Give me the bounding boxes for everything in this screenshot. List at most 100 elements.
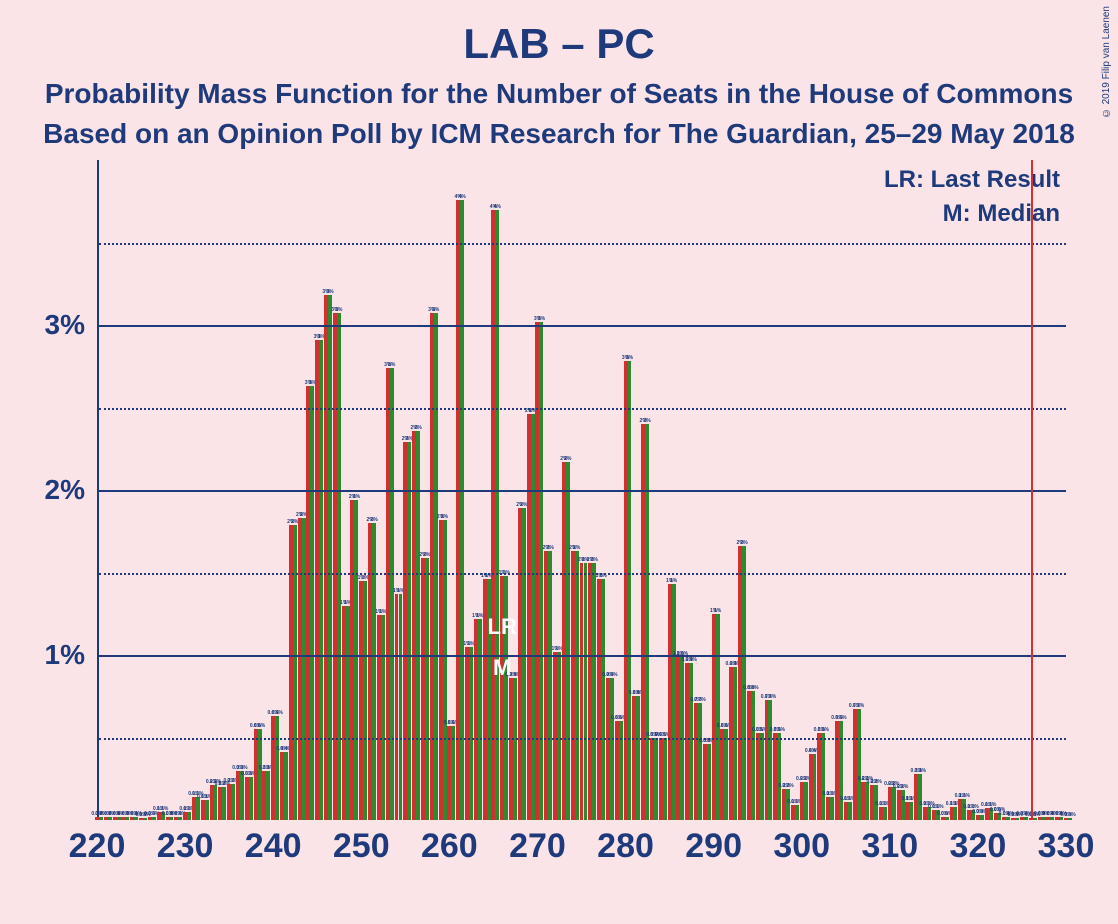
y-tick-label: 3% <box>45 309 85 341</box>
bar-green: 0.2% <box>222 787 226 820</box>
bar-label: 2% <box>740 540 747 546</box>
bar-label: 0.6% <box>835 715 846 721</box>
bar-green: 1% <box>557 652 561 820</box>
bar-green: 0.3% <box>240 771 244 821</box>
bar-green: 0.6% <box>619 721 623 820</box>
bar-green: 0.3% <box>266 771 270 821</box>
bar-label: 0.0% <box>1064 812 1075 818</box>
bar-label: 0.1% <box>959 793 970 799</box>
bar-label: 1% <box>670 578 677 584</box>
bar-label: 0.5% <box>774 727 785 733</box>
legend-last-result: LR: Last Result <box>884 166 1060 194</box>
bar-label: 0.9% <box>606 672 617 678</box>
bar-label: 0.5% <box>818 727 829 733</box>
bar-label: 2% <box>353 494 360 500</box>
bar-green: 1% <box>504 576 508 820</box>
bar-green: 0.2% <box>901 790 905 820</box>
bar-label: 2% <box>370 517 377 523</box>
bar-label: 0.2% <box>782 783 793 789</box>
bar-label: 0.7% <box>853 703 864 709</box>
bar-green: 4% <box>460 200 464 820</box>
bar-green: 0.8% <box>751 691 755 820</box>
bar-label: 3% <box>432 307 439 313</box>
chart-title-main: LAB – PC <box>0 20 1118 68</box>
bar-green: 0.0% <box>108 817 112 820</box>
bar-green: 1% <box>716 614 720 820</box>
bar-green: 1% <box>469 647 473 820</box>
bar-green: 2% <box>302 518 306 820</box>
bar-label: 0.8% <box>747 685 758 691</box>
bar-green: 3% <box>337 313 341 820</box>
gridline-solid <box>99 490 1066 492</box>
gridline-dotted <box>99 243 1066 245</box>
x-tick-label: 320 <box>950 827 1007 866</box>
bar-green: 0.2% <box>804 782 808 820</box>
bar-green: 1% <box>399 594 403 820</box>
bar-green: 0.2% <box>892 787 896 820</box>
bar-label: 2% <box>547 545 554 551</box>
x-tick-label: 330 <box>1038 827 1095 866</box>
bar-label: 0.9% <box>685 657 696 663</box>
bar-green: 3% <box>539 322 543 820</box>
bar-green: 0.5% <box>654 738 658 821</box>
bar-green: 2% <box>592 563 596 820</box>
bar-green: 0.0% <box>1050 817 1054 820</box>
bar-green: 1% <box>363 581 367 820</box>
bar-green: 0.6% <box>451 726 455 820</box>
bar-green: 0.6% <box>258 729 262 820</box>
x-tick-label: 250 <box>333 827 390 866</box>
gridline-solid <box>99 655 1066 657</box>
bar-green: 0.0% <box>178 817 182 820</box>
bar-green: 0.5% <box>707 744 711 820</box>
marker-median: M <box>493 655 511 681</box>
bar-green: 1% <box>381 615 385 820</box>
bar-green: 3% <box>319 340 323 820</box>
bar-green: 0.0% <box>125 817 129 820</box>
bar-label: 2% <box>414 425 421 431</box>
bar-green: 0.9% <box>513 678 517 820</box>
bar-green: 0.1% <box>909 802 913 820</box>
bar-green: 0.3% <box>918 774 922 820</box>
bar-green: 0.1% <box>830 797 834 820</box>
bar-green: 0.7% <box>698 703 702 820</box>
bar-label: 2% <box>644 418 651 424</box>
bar-green: 4% <box>495 210 499 821</box>
bar-green: 0.0% <box>945 817 949 820</box>
bar-green: 0.0% <box>1033 818 1037 820</box>
bar-label: 0.1% <box>932 804 943 810</box>
gridline-dotted <box>99 573 1066 575</box>
bar-green: 3% <box>628 361 632 820</box>
bar-label: 0.7% <box>694 697 705 703</box>
bar-green: 0.0% <box>117 817 121 820</box>
bar-label: 2% <box>441 514 448 520</box>
bar-green: 2% <box>645 424 649 820</box>
chart-title-sub2: Based on an Opinion Poll by ICM Research… <box>0 118 1118 150</box>
bar-green: 0.3% <box>249 777 253 820</box>
bar-green: 1% <box>346 606 350 821</box>
bar-green: 0.0% <box>143 818 147 820</box>
marker-last-result: LR <box>488 614 517 640</box>
bar-label: 3% <box>538 316 545 322</box>
bar-green: 0.6% <box>724 729 728 820</box>
y-tick-label: 2% <box>45 474 85 506</box>
bar-label: 0.3% <box>236 765 247 771</box>
gridline-dotted <box>99 738 1066 740</box>
bar-green: 0.6% <box>275 716 279 820</box>
bar-label: 2% <box>591 557 598 563</box>
legend-median: M: Median <box>943 200 1060 228</box>
bar-green: 0.5% <box>760 733 764 820</box>
bar-green: 2% <box>742 546 746 820</box>
y-tick-label: 1% <box>45 639 85 671</box>
bar-green: 2% <box>584 563 588 820</box>
bar-label: 0.7% <box>765 694 776 700</box>
bar-label: 4% <box>459 194 466 200</box>
bar-label: 2% <box>573 545 580 551</box>
chart-title-sub1: Probability Mass Function for the Number… <box>0 78 1118 110</box>
bar-green: 0.1% <box>205 800 209 820</box>
bar-green: 2% <box>566 462 570 820</box>
bar-green: 0.2% <box>231 784 235 820</box>
bar-green: 2% <box>443 520 447 820</box>
bar-green: 2% <box>293 525 297 820</box>
bar-green: 0.1% <box>187 812 191 820</box>
bar-green: 0.5% <box>663 738 667 821</box>
